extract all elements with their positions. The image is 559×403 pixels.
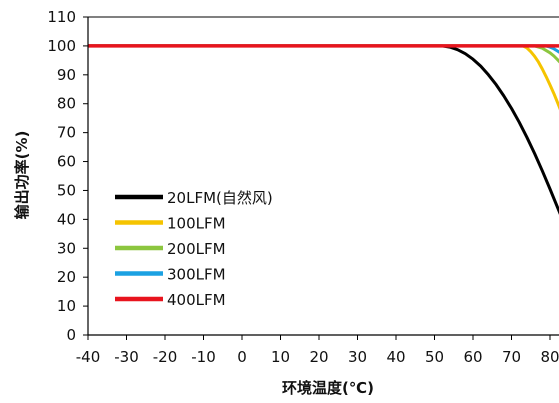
series-line-0 <box>88 44 559 215</box>
x-tick-label: -20 <box>153 348 178 366</box>
x-tick-label: 30 <box>348 348 367 366</box>
y-tick-label: 10 <box>57 297 76 315</box>
y-tick-label: 110 <box>47 8 76 26</box>
legend-label: 100LFM <box>167 215 226 233</box>
x-tick-label: 80 <box>540 348 559 366</box>
series-line-3 <box>88 44 559 54</box>
x-tick-label: 70 <box>502 348 521 366</box>
x-tick-label: 50 <box>425 348 444 366</box>
y-tick-label: 80 <box>57 95 76 113</box>
x-axis-label: 环境温度(℃) <box>282 379 374 397</box>
axes <box>83 16 559 340</box>
x-tick-label: -10 <box>191 348 216 366</box>
x-tick-label: 60 <box>463 348 482 366</box>
y-tick-label: 30 <box>57 239 76 257</box>
tick-labels: 0 10 20 30 40 50 60 70 80 90 100 110 -40 -30 -20 -10 0 10… <box>47 8 559 366</box>
legend-label: 400LFM <box>167 291 226 309</box>
x-tick-label: 10 <box>271 348 290 366</box>
y-tick-label: 60 <box>57 153 76 171</box>
x-tick-label: 40 <box>386 348 405 366</box>
y-tick-label: 50 <box>57 181 76 199</box>
x-tick-label: 0 <box>237 348 247 366</box>
legend-label: 300LFM <box>167 266 226 284</box>
y-tick-label: 90 <box>57 66 76 84</box>
y-tick-label: 20 <box>57 268 76 286</box>
x-tick-label: 20 <box>309 348 328 366</box>
y-tick-label: 0 <box>66 326 76 344</box>
y-axis-label: 输出功率(%) <box>13 131 31 220</box>
series-line-1 <box>88 44 559 111</box>
legend: 20LFM(自然风) 100LFM 200LFM 300LFM 400LFM <box>115 189 273 309</box>
x-tick-label: -40 <box>76 348 101 366</box>
legend-label: 200LFM <box>167 240 226 258</box>
y-tick-label: 100 <box>47 37 76 55</box>
x-tick-label: -30 <box>114 348 139 366</box>
legend-label: 20LFM(自然风) <box>167 189 273 207</box>
y-tick-label: 40 <box>57 210 76 228</box>
y-tick-label: 70 <box>57 124 76 142</box>
series-lines <box>88 44 559 215</box>
series-line-2 <box>88 44 559 64</box>
